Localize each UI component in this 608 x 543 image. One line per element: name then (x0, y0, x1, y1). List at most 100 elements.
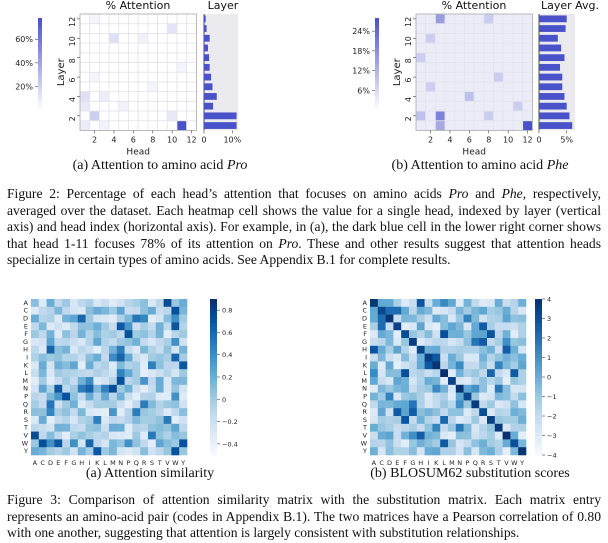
matrix-cell (163, 384, 172, 393)
row-label: C (23, 307, 28, 315)
matrix-cell (487, 431, 496, 440)
matrix-cell (385, 392, 394, 401)
matrix-cell (140, 377, 149, 386)
matrix-cell (116, 431, 125, 440)
matrix-cell (109, 361, 118, 370)
matrix-cell (440, 431, 449, 440)
matrix-cell (494, 314, 503, 323)
matrix-cell (85, 299, 94, 308)
matrix-cell (518, 322, 527, 331)
matrix-cell (393, 353, 402, 362)
colorbar-segment (38, 79, 42, 83)
colorbar-segment (210, 384, 217, 390)
matrix-cell (510, 408, 519, 417)
matrix-cell (393, 361, 402, 370)
matrix-cell (409, 392, 418, 401)
matrix-cell (70, 322, 79, 331)
row-label: F (363, 330, 367, 338)
matrix-cell (370, 322, 379, 331)
y-tick-label: 12 (404, 17, 413, 27)
colorbar-segment (535, 349, 542, 355)
matrix-cell (448, 384, 457, 393)
matrix-cell (140, 330, 149, 339)
colorbar-segment (210, 419, 217, 425)
matrix-cell (70, 369, 79, 378)
matrix-cell (455, 377, 464, 386)
colorbar-segment (535, 404, 542, 409)
col-label: M (110, 459, 116, 467)
matrix-cell (370, 330, 379, 339)
matrix-cell (409, 330, 418, 339)
matrix-cell (409, 314, 418, 323)
colorbar-segment (375, 88, 379, 93)
matrix-cell (377, 314, 386, 323)
matrix-cell (132, 400, 141, 409)
colorbar-segment (535, 384, 542, 390)
matrix-cell (479, 392, 488, 401)
colorbar-segment (375, 33, 379, 37)
row-label: T (362, 424, 367, 432)
matrix-cell (487, 353, 496, 362)
matrix-cell (401, 384, 410, 393)
matrix-cell (401, 431, 410, 440)
col-label: H (79, 459, 84, 467)
matrix-cell (510, 423, 519, 432)
matrix-cell (479, 423, 488, 432)
matrix-cell (54, 408, 63, 417)
matrix-cell (148, 416, 157, 425)
colorbar-segment (210, 299, 217, 304)
matrix-cell (116, 306, 125, 315)
matrix-cell (155, 299, 164, 308)
matrix-cell (432, 439, 441, 448)
matrix-cell (163, 338, 172, 347)
matrix-cell (109, 377, 118, 386)
matrix-cell (124, 345, 133, 354)
matrix-cell (31, 322, 40, 331)
colorbar-tick-label: 0 (547, 374, 551, 382)
matrix-cell (70, 353, 79, 362)
matrix-cell (440, 306, 449, 315)
matrix-cell (31, 439, 40, 448)
matrix-cell (155, 384, 164, 393)
colorbar-segment (210, 416, 217, 421)
matrix-cell (62, 400, 71, 409)
matrix-cell (46, 345, 55, 354)
colorbar-segment (535, 377, 542, 382)
matrix-cell (155, 392, 164, 401)
matrix-cell (38, 384, 47, 393)
matrix-cell (510, 439, 519, 448)
matrix-cell (409, 447, 418, 456)
matrix-cell (448, 400, 457, 409)
layer-avg-bar (204, 122, 237, 129)
matrix-cell (370, 361, 379, 370)
colorbar-segment (375, 70, 379, 74)
matrix-cell (132, 384, 141, 393)
x-tick-label: 12 (522, 135, 532, 144)
matrix-cell (455, 314, 464, 323)
bar-background (539, 14, 575, 131)
matrix-cell (148, 345, 157, 354)
col-label: M (449, 459, 455, 467)
matrix-cell (393, 314, 402, 323)
matrix-cell (38, 306, 47, 315)
matrix-cell (31, 416, 40, 425)
colorbar-segment (375, 76, 379, 80)
matrix-cell (124, 400, 133, 409)
matrix-cell (370, 338, 379, 347)
matrix-cell (455, 400, 464, 409)
matrix-cell (179, 447, 188, 456)
matrix-cell (471, 408, 480, 417)
matrix-cell (46, 423, 55, 432)
matrix-cell (463, 384, 472, 393)
pro-heatmap-title: % Attention (105, 0, 171, 12)
matrix-cell (518, 392, 527, 401)
matrix-cell (148, 423, 157, 432)
matrix-cell (62, 384, 71, 393)
x-tick-label: 2 (428, 135, 433, 144)
col-label: A (33, 459, 38, 467)
colorbar-segment (535, 412, 542, 417)
matrix-cell (70, 423, 79, 432)
matrix-cell (448, 423, 457, 432)
colorbar-segment (210, 431, 217, 436)
matrix-cell (432, 423, 441, 432)
